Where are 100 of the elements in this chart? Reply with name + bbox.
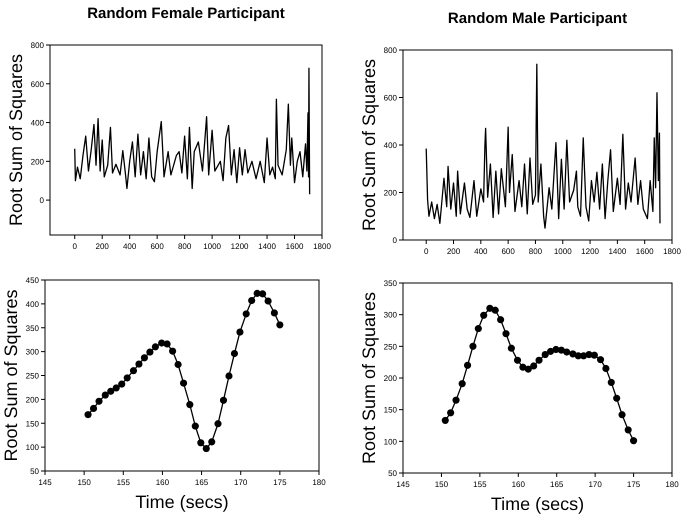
x-tick-label: 800 xyxy=(178,242,192,251)
point xyxy=(248,296,256,304)
x-tick-label: 165 xyxy=(550,480,564,489)
point xyxy=(497,316,504,324)
x-tick-label: 200 xyxy=(446,247,461,256)
point xyxy=(535,356,543,364)
point xyxy=(596,356,604,364)
point xyxy=(259,290,266,298)
point xyxy=(524,366,532,373)
y-tick-label: 50 xyxy=(30,467,40,476)
x-tick-label: 160 xyxy=(156,478,170,487)
point xyxy=(118,380,126,388)
y-axis-title: Root Sum of Squares xyxy=(359,292,379,464)
point xyxy=(124,374,131,382)
point xyxy=(152,343,159,350)
x-tick-label: 155 xyxy=(473,480,488,489)
point xyxy=(220,396,228,404)
point xyxy=(102,392,109,399)
point xyxy=(197,439,204,446)
x-tick-label: 180 xyxy=(665,480,680,489)
line-series xyxy=(74,68,310,195)
point xyxy=(452,396,460,404)
x-axis-title: Time (secs) xyxy=(490,494,584,514)
point xyxy=(186,401,194,408)
x-tick-label: 145 xyxy=(396,480,410,489)
x-tick-label: 1400 xyxy=(608,247,627,256)
point xyxy=(214,420,222,428)
x-tick-label: 1400 xyxy=(258,242,276,251)
point xyxy=(270,309,278,317)
y-tick-label: 0 xyxy=(392,236,398,245)
point xyxy=(112,384,120,392)
point xyxy=(630,437,638,444)
y-axis-title: Root Sum of Squares xyxy=(6,54,26,226)
y-tick-label: 100 xyxy=(26,443,40,452)
x-tick-label: 165 xyxy=(194,478,209,487)
y-tick-label: 0 xyxy=(40,196,45,206)
y-tick-label: 600 xyxy=(30,80,45,89)
x-tick-label: 200 xyxy=(96,242,110,251)
point xyxy=(530,362,538,370)
point xyxy=(464,362,472,369)
y-tick-label: 200 xyxy=(26,395,40,404)
point xyxy=(474,325,482,332)
point xyxy=(174,360,182,368)
x-tick-label: 800 xyxy=(528,247,543,256)
point xyxy=(264,297,272,305)
y-tick-label: 300 xyxy=(384,310,398,320)
x-tick-label: 1600 xyxy=(286,242,304,251)
point xyxy=(502,330,510,338)
point xyxy=(90,404,98,412)
y-tick-label: 200 xyxy=(384,188,398,198)
y-tick-label: 250 xyxy=(384,342,398,352)
point xyxy=(563,348,570,356)
y-tick-label: 300 xyxy=(26,348,40,357)
point xyxy=(135,360,143,368)
x-tick-label: 0 xyxy=(424,247,429,256)
x-tick-label: 180 xyxy=(312,478,326,487)
point xyxy=(164,340,171,348)
point xyxy=(208,438,216,446)
y-tick-label: 400 xyxy=(384,141,398,150)
point xyxy=(169,348,176,355)
chart-title: Random Female Participant xyxy=(87,5,285,22)
y-axis-title: Root Sum of Squares xyxy=(359,58,379,232)
y-tick-label: 200 xyxy=(30,157,45,166)
y-tick-label: 350 xyxy=(26,324,40,333)
point xyxy=(140,354,148,362)
point xyxy=(458,380,466,388)
y-tick-label: 800 xyxy=(384,46,398,55)
x-tick-label: 600 xyxy=(501,247,516,256)
y-tick-label: 150 xyxy=(26,419,40,428)
y-tick-label: 50 xyxy=(388,469,398,478)
point xyxy=(514,356,522,364)
x-tick-label: 170 xyxy=(234,478,248,487)
y-axis-title: Root Sum of Squares xyxy=(1,289,21,462)
x-tick-label: 150 xyxy=(77,478,92,487)
point xyxy=(608,378,615,386)
point xyxy=(618,411,626,418)
point xyxy=(180,380,188,387)
y-tick-label: 400 xyxy=(26,300,40,309)
point xyxy=(225,372,233,380)
point xyxy=(146,348,154,356)
y-tick-label: 450 xyxy=(26,276,40,285)
x-tick-label: 1000 xyxy=(554,247,572,256)
point xyxy=(447,409,454,416)
point xyxy=(613,394,620,402)
y-tick-label: 200 xyxy=(384,374,398,383)
y-tick-label: 100 xyxy=(384,437,398,446)
x-tick-label: 1600 xyxy=(636,247,654,256)
point xyxy=(202,444,210,452)
y-tick-label: 250 xyxy=(26,372,40,380)
x-tick-label: 1800 xyxy=(663,247,682,256)
point xyxy=(84,411,92,418)
x-tick-label: 1800 xyxy=(313,242,332,251)
x-tick-label: 1200 xyxy=(581,247,600,256)
point xyxy=(242,310,250,318)
x-tick-label: 400 xyxy=(122,242,137,251)
y-tick-label: 400 xyxy=(30,118,45,128)
point xyxy=(590,352,598,359)
x-tick-label: 175 xyxy=(273,478,288,487)
x-tick-label: 155 xyxy=(116,478,131,487)
point xyxy=(130,367,138,374)
